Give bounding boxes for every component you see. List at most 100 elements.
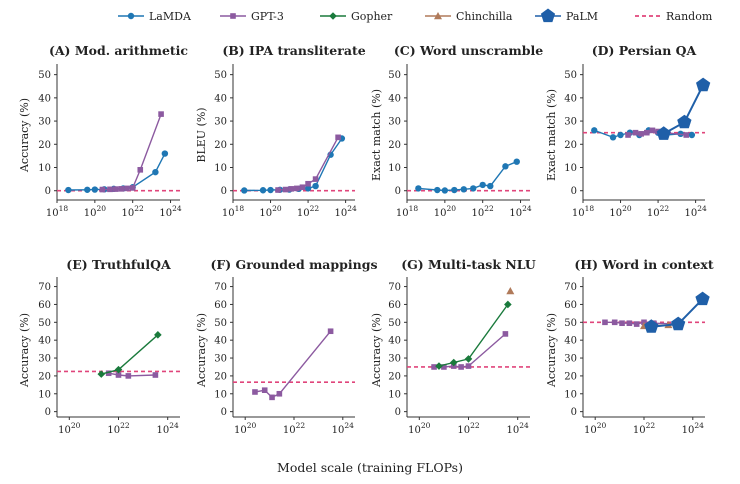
y-tick-label: 50 (388, 318, 401, 329)
legend-label: GPT-3 (251, 10, 284, 23)
series-chinchilla (506, 287, 515, 295)
data-point (282, 186, 289, 193)
data-point (158, 111, 164, 117)
data-point (276, 390, 283, 397)
data-point (644, 319, 659, 333)
data-point (115, 372, 122, 378)
data-point (696, 77, 711, 92)
x-tick-label: 1020 (58, 421, 81, 436)
data-point (695, 291, 710, 306)
data-point (487, 182, 494, 190)
y-tick-label: 30 (38, 354, 51, 365)
x-tick-label: 1024 (157, 421, 180, 436)
data-point (644, 129, 650, 136)
data-point (312, 176, 319, 182)
data-point (105, 370, 112, 377)
data-point (441, 187, 449, 194)
data-point (671, 316, 686, 331)
legend-marker (230, 13, 236, 19)
data-point (611, 319, 618, 326)
y-axis-label: Accuracy (%) (18, 313, 31, 388)
data-point (161, 150, 169, 157)
data-point (626, 320, 633, 326)
x-tick-label: 1022 (297, 204, 320, 219)
y-tick-label: 40 (214, 93, 227, 104)
x-tick-label: 1024 (507, 421, 530, 436)
x-tick-label: 1024 (332, 421, 355, 436)
y-tick-label: 40 (214, 336, 227, 347)
x-tick-label: 1020 (84, 204, 107, 219)
data-point (327, 328, 334, 335)
y-tick-label: 30 (564, 354, 577, 365)
data-point (107, 186, 113, 193)
panel-title: (D) Persian QA (592, 43, 697, 58)
y-tick-label: 40 (388, 93, 401, 104)
y-tick-label: 10 (38, 389, 51, 400)
data-point (465, 363, 472, 369)
y-tick-label: 0 (571, 186, 577, 197)
data-point (275, 187, 281, 193)
panel-title: (A) Mod. arithmetic (49, 43, 188, 58)
data-point (502, 163, 509, 170)
legend-marker (434, 12, 442, 20)
y-tick-label: 40 (38, 336, 51, 347)
series-gpt-3 (105, 370, 159, 379)
panel-title: (G) Multi-task NLU (401, 257, 536, 272)
y-tick-label: 10 (38, 163, 51, 174)
data-point (431, 364, 437, 370)
data-point (656, 126, 671, 140)
y-tick-label: 20 (564, 371, 577, 382)
y-tick-label: 70 (564, 282, 577, 293)
series-gpt-3 (99, 111, 164, 193)
data-point (513, 158, 520, 165)
y-tick-label: 60 (388, 300, 401, 311)
data-point (269, 394, 275, 401)
y-tick-label: 10 (214, 389, 227, 400)
x-tick-label: 1022 (647, 204, 670, 219)
legend-marker (127, 12, 135, 20)
legend-item-gopher: Gopher (320, 10, 393, 23)
data-point (129, 185, 136, 191)
data-point (241, 187, 248, 194)
y-tick-label: 60 (38, 300, 51, 311)
data-point (114, 365, 123, 374)
data-point (617, 131, 624, 139)
data-point (470, 185, 477, 192)
data-point (152, 372, 159, 378)
data-point (602, 319, 608, 326)
y-tick-label: 0 (395, 186, 401, 197)
y-tick-label: 10 (388, 389, 401, 400)
panel-title: (E) TruthfulQA (66, 257, 171, 272)
data-point (632, 129, 639, 136)
y-tick-label: 50 (564, 70, 577, 81)
y-axis-label: BLEU (%) (195, 107, 208, 162)
data-point (252, 389, 258, 395)
y-axis-label: Accuracy (%) (195, 313, 208, 388)
series-gopher (97, 331, 162, 378)
data-point (504, 300, 512, 309)
data-point (288, 186, 294, 192)
data-point (619, 320, 625, 326)
y-tick-label: 20 (388, 371, 401, 382)
x-tick-label: 1020 (434, 204, 457, 219)
data-point (91, 186, 99, 193)
series-lamda (241, 135, 346, 194)
y-tick-label: 10 (564, 163, 577, 174)
data-point (112, 186, 119, 192)
data-point (677, 114, 692, 129)
data-point (479, 181, 486, 189)
data-point (460, 186, 467, 193)
y-tick-label: 20 (214, 140, 227, 151)
y-tick-label: 0 (221, 407, 227, 418)
data-point (261, 387, 268, 393)
y-tick-label: 0 (571, 407, 577, 418)
series-palm (644, 291, 710, 333)
data-point (152, 168, 159, 176)
data-point (502, 331, 509, 337)
